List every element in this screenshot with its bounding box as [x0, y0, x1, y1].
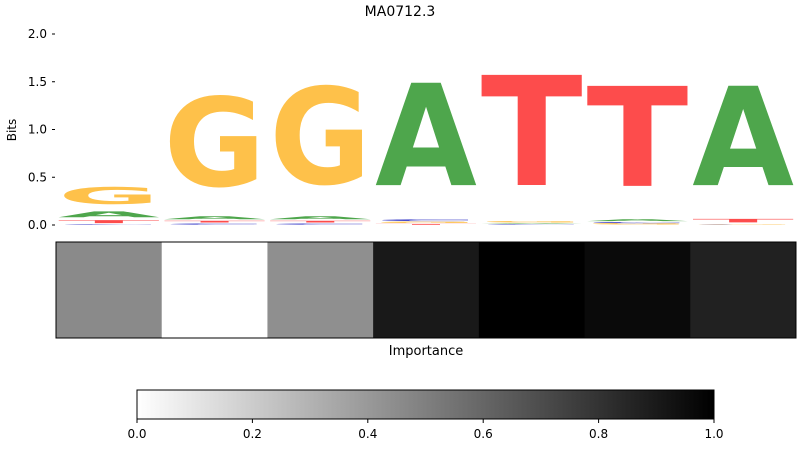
importance-heatmap	[56, 242, 797, 338]
colorbar-ticks: 0.0 0.2 0.4 0.6 0.8 1.0	[127, 419, 724, 441]
logo-letter-T: T	[269, 220, 371, 223]
colorbar-tick-label: 0.8	[589, 427, 608, 441]
logo-letter-C: C	[375, 219, 477, 222]
logo-y-axis-label: Bits	[5, 119, 19, 142]
logo-letter-A: A	[587, 219, 689, 222]
logo-letter-G: G	[58, 183, 160, 210]
logo-letter-A: A	[269, 215, 371, 220]
logo-letter-T: T	[375, 224, 477, 225]
logo-letter-C: C	[58, 224, 160, 225]
logo-letter-C: C	[587, 222, 689, 224]
heatmap-cell	[478, 242, 586, 338]
logo-letter-G: G	[587, 224, 689, 225]
logo-letter-C: C	[269, 223, 371, 225]
logo-letter-C: C	[481, 224, 583, 225]
colorbar-tick-label: 1.0	[704, 427, 723, 441]
logo-letter-A: A	[58, 210, 160, 219]
logo-y-tick-label: 1.0	[28, 123, 47, 137]
chart-title: MA0712.3	[365, 4, 436, 20]
logo-letter-T: T	[164, 220, 266, 223]
logo-letter-A: A	[481, 223, 583, 224]
logo-y-axis: 0.0 0.5 1.0 1.5 2.0	[28, 27, 55, 232]
logo-y-tick-label: 2.0	[28, 27, 47, 41]
colorbar-tick-label: 0.6	[474, 427, 493, 441]
heatmap-cell	[56, 242, 163, 338]
logo-letter-A: A	[164, 215, 266, 220]
logo-letter-G: G	[269, 61, 371, 215]
logo-letter-T: T	[692, 218, 794, 224]
heatmap-cell	[690, 242, 797, 338]
colorbar-tick-label: 0.2	[243, 427, 262, 441]
logo-y-tick-label: 0.0	[28, 218, 47, 232]
heatmap-cell	[267, 242, 374, 338]
logo-letter-A: A	[375, 56, 477, 219]
logo-letter-C: C	[164, 223, 266, 225]
colorbar	[136, 389, 715, 420]
logo-y-tick-label: 0.5	[28, 170, 47, 184]
logo-letter-A: A	[692, 59, 794, 218]
logo-letter-G: G	[692, 224, 794, 225]
logo-letter-T: T	[58, 219, 160, 224]
heatmap-frame	[55, 241, 797, 339]
heatmap-x-axis-label: Importance	[389, 344, 464, 359]
logo-letter-T: T	[587, 59, 689, 219]
heatmap-cell	[161, 242, 268, 338]
logo-letter-G: G	[375, 222, 477, 224]
colorbar-tick-label: 0.0	[127, 427, 146, 441]
logo-letter-T: T	[481, 46, 583, 221]
logo-letter-G: G	[164, 74, 266, 216]
logo-y-tick-label: 1.5	[28, 75, 47, 89]
heatmap-cell	[373, 242, 480, 338]
colorbar-tick-label: 0.4	[358, 427, 377, 441]
heatmap-cell	[584, 242, 691, 338]
logo-letter-G: G	[481, 221, 583, 223]
